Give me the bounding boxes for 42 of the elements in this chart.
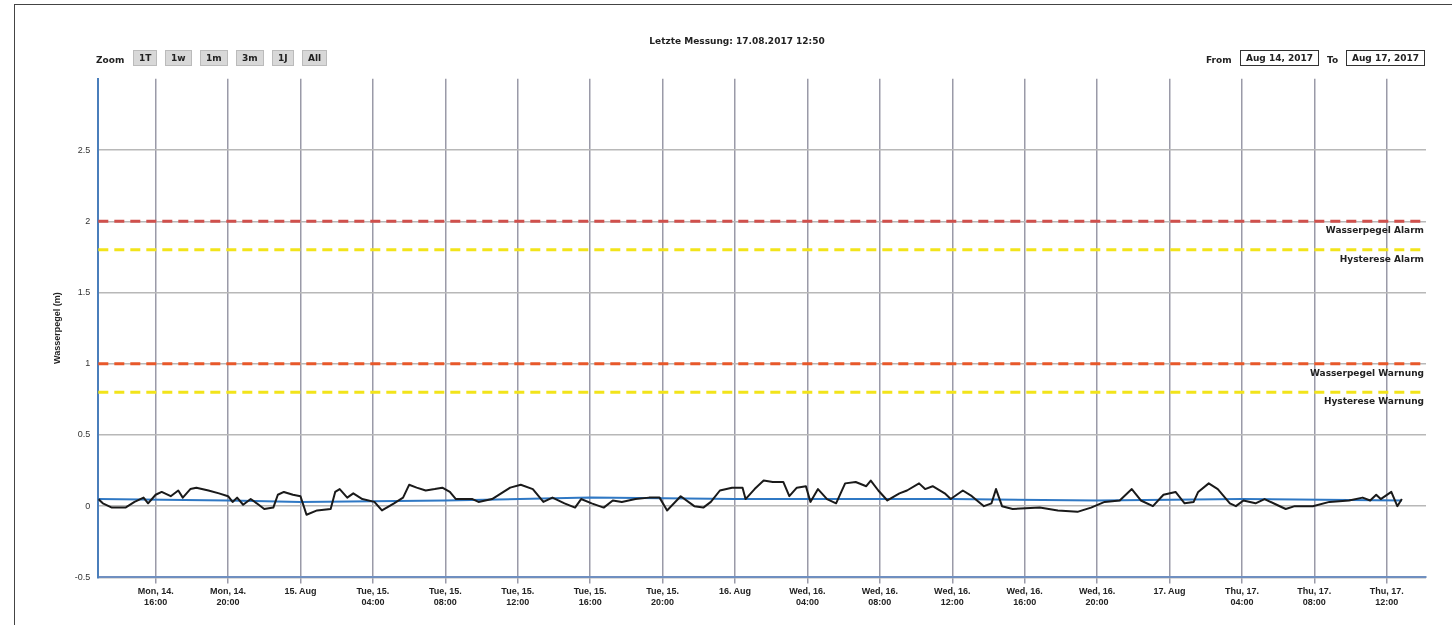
y-tick-label: 1.5 xyxy=(77,286,91,297)
chart-title: Letzte Messung: 17.08.2017 12:50 xyxy=(649,35,825,46)
date-field: Aug 14, 2017 xyxy=(1240,50,1320,66)
x-tick-label: 16. Aug xyxy=(718,586,752,597)
x-tick-label: Tue, 15. 12:00 xyxy=(501,586,535,608)
date-field: Aug 17, 2017 xyxy=(1346,50,1426,66)
x-tick-label: Tue, 15. 04:00 xyxy=(356,586,390,608)
x-tick-label: Thu, 17. 04:00 xyxy=(1224,586,1259,608)
y-tick-label: 0 xyxy=(85,500,91,511)
x-tick-label: Wed, 16. 16:00 xyxy=(1006,586,1043,608)
x-tick-label: Wed, 16. 12:00 xyxy=(934,586,971,608)
ref-line-label: Wasserpegel Warnung xyxy=(1309,367,1424,378)
ref-line-label: Hysterese Alarm xyxy=(1339,253,1424,264)
x-tick-label: Tue, 15. 20:00 xyxy=(646,586,680,608)
y-tick-label: 0.5 xyxy=(77,429,91,440)
x-tick-label: Mon, 14. 20:00 xyxy=(210,586,247,608)
text: To xyxy=(1327,55,1339,65)
y-tick-label: 1 xyxy=(85,358,91,369)
zoom-button: 3m xyxy=(236,50,264,66)
x-tick-label: Wed, 16. 04:00 xyxy=(789,586,826,608)
x-tick-label: 15. Aug xyxy=(284,586,317,597)
x-tick-label: Wed, 16. 08:00 xyxy=(861,586,899,608)
zoom-button: 1J xyxy=(272,50,294,66)
text: From xyxy=(1206,55,1232,65)
y-tick-label: 2.5 xyxy=(77,144,91,155)
y-axis-title: Wasserpegel (m) xyxy=(51,292,62,364)
x-tick-label: Tue, 15. 16:00 xyxy=(573,586,607,608)
y-tick-label: -0.5 xyxy=(74,571,91,582)
zoom-button: 1w xyxy=(165,50,192,66)
zoom-button: 1T xyxy=(133,50,158,66)
ref-line-label: Wasserpegel Alarm xyxy=(1325,225,1424,236)
text: Zoom xyxy=(96,55,125,65)
x-tick-label: 17. Aug xyxy=(1153,586,1186,597)
y-tick-label: 2 xyxy=(85,215,91,226)
zoom-button: All xyxy=(302,50,328,66)
x-tick-label: Thu, 17. 12:00 xyxy=(1369,586,1404,608)
x-tick-label: Tue, 15. 08:00 xyxy=(428,586,462,608)
ref-line-label: Hysterese Warnung xyxy=(1323,396,1424,407)
zoom-button: 1m xyxy=(200,50,228,66)
x-tick-label: Thu, 17. 08:00 xyxy=(1297,586,1332,608)
x-tick-label: Mon, 14. 16:00 xyxy=(137,586,174,608)
x-tick-label: Wed, 16. 20:00 xyxy=(1078,586,1116,608)
